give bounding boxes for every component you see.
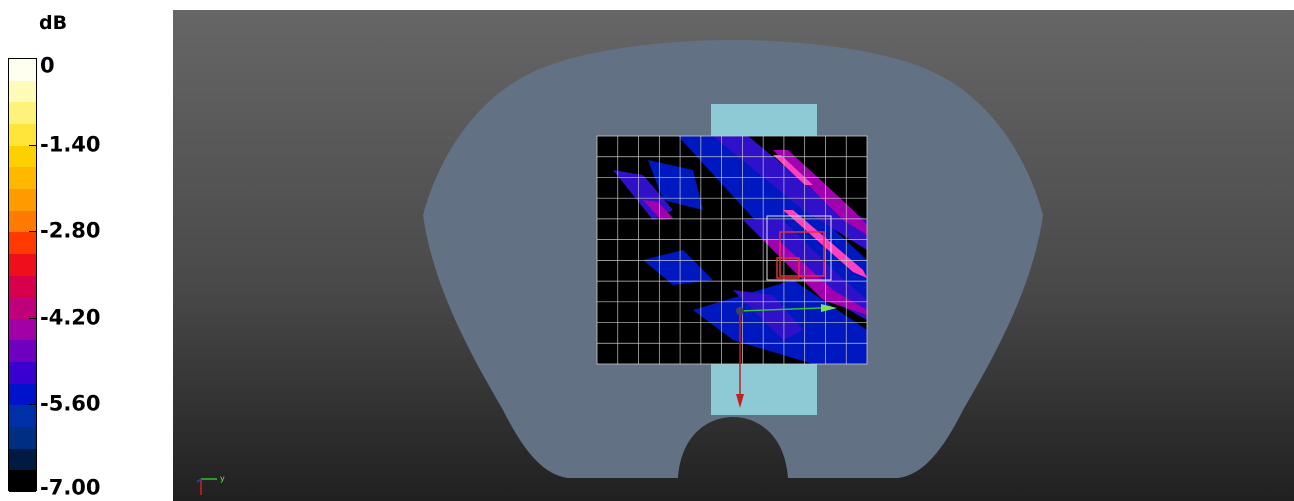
colorbar-segment: [9, 59, 36, 82]
legend-unit-label: dB: [39, 12, 68, 34]
colorbar-segment: [9, 340, 36, 363]
colorbar-segment: [9, 383, 36, 406]
3d-viewport[interactable]: y: [173, 10, 1294, 501]
scene: [423, 40, 1043, 478]
colorbar: [8, 58, 37, 493]
triad-y-label: y: [220, 474, 225, 483]
colorbar-segment: [9, 210, 36, 233]
colorbar-segment: [9, 448, 36, 471]
coordinate-arrows: [736, 304, 837, 408]
colorbar-segment: [9, 253, 36, 276]
colorbar-segment: [9, 145, 36, 168]
legend-tick: [29, 490, 36, 491]
grid-overlay: [597, 136, 867, 364]
legend-tick-label: -4.20: [40, 305, 101, 330]
legend-tick: [29, 231, 36, 232]
color-legend: dB 0 -1.40 -2.80 -4.20 -5.60 -7.00: [0, 0, 172, 501]
axis-triad-icon: y: [196, 474, 225, 495]
colorbar-segment: [9, 188, 36, 212]
legend-tick: [29, 145, 36, 146]
field-map: [596, 135, 868, 365]
zoom-box-mid: [779, 231, 825, 277]
colorbar-segment: [9, 123, 36, 147]
colorbar-segment: [9, 318, 36, 341]
legend-tick-label: -1.40: [40, 132, 101, 157]
zoom-box-outer: [766, 215, 832, 281]
legend-tick: [29, 404, 36, 405]
colorbar-segment: [9, 102, 36, 125]
colorbar-segment: [9, 80, 36, 103]
colorbar-segment: [9, 470, 36, 493]
colorbar-segment: [9, 362, 36, 385]
zoom-box-inner: [776, 257, 800, 279]
legend-tick-label: -2.80: [40, 218, 101, 243]
legend-tick: [29, 318, 36, 319]
legend-tick-label: 0: [40, 53, 55, 78]
colorbar-segment: [9, 405, 36, 428]
colorbar-segment: [9, 297, 36, 320]
legend-tick-label: -7.00: [40, 475, 101, 500]
colorbar-segment: [9, 167, 36, 190]
colorbar-segment: [9, 232, 36, 255]
colorbar-segment: [9, 275, 36, 298]
legend-tick: [29, 58, 36, 59]
colorbar-segment: [9, 427, 36, 450]
legend-tick-label: -5.60: [40, 391, 101, 416]
